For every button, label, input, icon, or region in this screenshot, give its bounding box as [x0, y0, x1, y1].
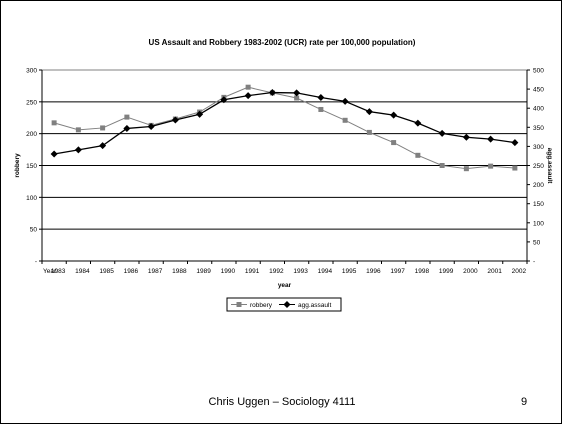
x-tick-label: 1995 — [342, 268, 357, 275]
y-axis-title: robbery — [14, 153, 21, 178]
x-tick-label: 1992 — [269, 268, 284, 275]
chart-title: US Assault and Robbery 1983-2002 (UCR) r… — [149, 38, 416, 47]
data-point — [196, 110, 204, 118]
data-point — [488, 163, 494, 169]
data-point — [415, 152, 421, 158]
x-tick-label: 1989 — [196, 268, 211, 275]
y2-tick-label: 450 — [533, 87, 544, 94]
y2-tick-label: 150 — [533, 201, 544, 208]
data-point — [50, 150, 58, 158]
y-tick-label: 150 — [26, 163, 37, 170]
data-point — [463, 166, 469, 172]
data-point — [439, 163, 445, 168]
data-point — [511, 139, 519, 147]
x-tick-label: 1996 — [366, 268, 381, 275]
data-point — [124, 114, 130, 120]
y2-tick-label: 300 — [533, 144, 544, 151]
x-tick-label: 1999 — [439, 268, 454, 275]
y-tick-label: 200 — [26, 131, 37, 138]
data-point — [438, 129, 446, 137]
legend-label: robbery — [250, 302, 273, 309]
data-point — [74, 146, 82, 154]
y2-tick-label: 200 — [533, 182, 544, 189]
x-tick-label: 1988 — [172, 268, 187, 275]
data-point — [318, 106, 324, 112]
x-tick-label: 1994 — [318, 268, 333, 275]
y2-tick-label: 500 — [533, 68, 544, 75]
data-point — [317, 93, 325, 102]
data-point — [414, 119, 422, 127]
x-tick-label: 1991 — [245, 268, 260, 275]
y-tick-label: - — [35, 259, 37, 266]
data-point — [487, 135, 495, 143]
data-point — [283, 300, 291, 309]
legend-label: agg.assault — [298, 302, 331, 309]
x-tick-label: 1998 — [415, 268, 430, 275]
y2-tick-label: 250 — [533, 163, 544, 170]
data-point — [342, 117, 348, 123]
data-point — [390, 111, 398, 119]
data-point — [268, 89, 276, 97]
slide-footer: Chris Uggen – Sociology 4111 — [208, 396, 356, 408]
data-point — [512, 165, 518, 171]
x-tick-label: 2001 — [487, 268, 502, 275]
data-point — [245, 84, 251, 90]
x-tick-label: 1983 — [51, 268, 66, 275]
data-point — [366, 129, 372, 135]
y2-axis-title: agg.assault — [546, 148, 553, 185]
data-point — [244, 92, 252, 100]
y2-tick-label: 100 — [533, 220, 544, 227]
y-tick-label: 250 — [26, 99, 37, 106]
x-tick-label: 1986 — [124, 268, 139, 275]
data-point — [294, 95, 300, 101]
data-point — [462, 133, 470, 141]
x-tick-label: 1985 — [99, 268, 114, 275]
x-prefix-label: Year: — [43, 268, 58, 275]
x-tick-label: 1990 — [221, 268, 236, 275]
data-point — [391, 140, 397, 146]
data-point — [100, 125, 106, 131]
data-point — [147, 123, 155, 131]
x-tick-label: 1984 — [75, 268, 90, 275]
y-tick-label: 300 — [26, 68, 37, 75]
series-line-robbery — [53, 86, 515, 170]
series-line-agg-assault — [54, 91, 515, 155]
x-tick-label: 1987 — [148, 268, 163, 275]
data-point — [99, 142, 107, 150]
data-point — [341, 97, 349, 105]
y2-tick-label: 50 — [533, 239, 541, 246]
x-tick-label: 2000 — [463, 268, 478, 275]
x-tick-label: 1997 — [390, 268, 405, 275]
y2-tick-label: - — [533, 259, 535, 266]
y-tick-label: 50 — [30, 227, 38, 234]
y2-tick-label: 350 — [533, 125, 544, 132]
data-point — [51, 120, 57, 126]
page-number: 9 — [521, 396, 528, 408]
data-point — [171, 116, 179, 124]
x-tick-label: 2002 — [512, 268, 527, 275]
y-tick-label: 100 — [26, 195, 37, 202]
y2-tick-label: 400 — [533, 106, 544, 113]
data-point — [365, 108, 373, 116]
data-point — [293, 89, 301, 97]
data-point — [75, 127, 81, 133]
data-point — [123, 124, 131, 132]
data-point — [220, 96, 228, 104]
x-tick-label: 1993 — [293, 268, 308, 275]
data-point — [236, 302, 242, 307]
x-axis-title: year — [278, 282, 292, 289]
